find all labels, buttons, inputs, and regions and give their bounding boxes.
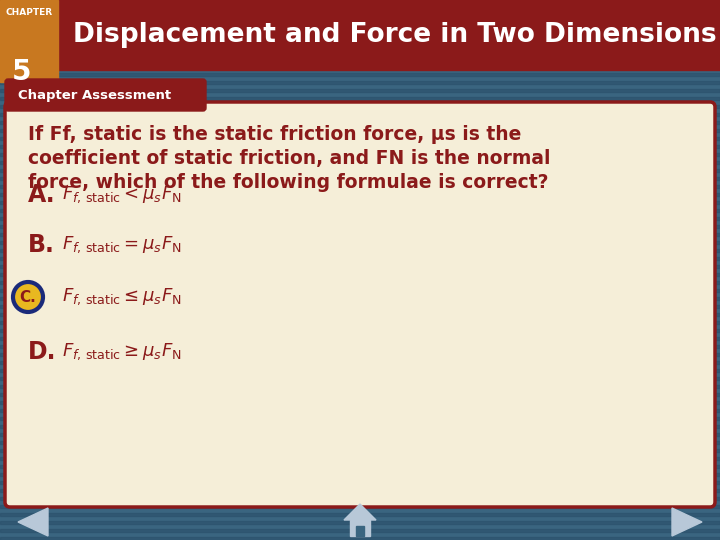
Bar <box>0 89 720 92</box>
Bar <box>0 472 720 476</box>
Bar <box>0 336 720 340</box>
Bar <box>0 129 720 132</box>
Text: force, which of the following formulae is correct?: force, which of the following formulae i… <box>28 173 549 192</box>
Bar <box>0 529 720 532</box>
Bar <box>0 313 720 316</box>
Bar <box>350 520 370 536</box>
Text: A.: A. <box>28 183 55 207</box>
Bar <box>0 449 720 452</box>
Polygon shape <box>18 508 48 536</box>
Bar <box>0 296 720 300</box>
Bar <box>0 464 720 468</box>
Text: $F_{f,\,\mathrm{static}} = \mu_s F_{\mathrm{N}}$: $F_{f,\,\mathrm{static}} = \mu_s F_{\mat… <box>62 235 181 255</box>
Bar <box>0 200 720 204</box>
Bar <box>0 240 720 244</box>
Bar <box>0 481 720 484</box>
Bar <box>0 368 720 372</box>
Bar <box>0 217 720 220</box>
Bar <box>0 416 720 420</box>
Bar <box>0 40 720 44</box>
Bar <box>0 496 720 500</box>
FancyBboxPatch shape <box>5 79 206 111</box>
Bar <box>0 321 720 324</box>
Bar <box>0 225 720 228</box>
Bar <box>0 504 720 508</box>
Text: $F_{f,\,\mathrm{static}} < \mu_s F_{\mathrm{N}}$: $F_{f,\,\mathrm{static}} < \mu_s F_{\mat… <box>62 185 181 205</box>
Bar <box>0 248 720 252</box>
Text: $F_{f,\,\mathrm{static}} \geq \mu_s F_{\mathrm{N}}$: $F_{f,\,\mathrm{static}} \geq \mu_s F_{\… <box>62 342 181 362</box>
Bar <box>0 17 720 20</box>
Bar <box>0 192 720 196</box>
Bar <box>0 137 720 140</box>
Bar <box>0 376 720 380</box>
Text: Displacement and Force in Two Dimensions: Displacement and Force in Two Dimensions <box>73 22 717 48</box>
Bar <box>0 9 720 12</box>
Bar <box>0 424 720 428</box>
Bar <box>0 441 720 444</box>
Bar <box>0 0 58 70</box>
Text: $F_{f,\,\mathrm{static}} \leq \mu_s F_{\mathrm{N}}$: $F_{f,\,\mathrm{static}} \leq \mu_s F_{\… <box>62 287 181 307</box>
Bar <box>0 256 720 260</box>
Bar <box>0 1 720 4</box>
Bar <box>0 512 720 516</box>
Text: Chapter Assessment: Chapter Assessment <box>18 89 171 102</box>
Bar <box>0 145 720 148</box>
Bar <box>0 353 720 356</box>
Bar <box>0 24 720 28</box>
Bar <box>0 208 720 212</box>
Bar <box>0 57 720 60</box>
Polygon shape <box>344 504 376 520</box>
Polygon shape <box>672 508 702 536</box>
Text: C.: C. <box>19 289 37 305</box>
Bar <box>0 288 720 292</box>
Text: If Ff, static is the static friction force, μs is the: If Ff, static is the static friction for… <box>28 125 521 144</box>
Bar <box>0 233 720 236</box>
Bar <box>0 185 720 188</box>
Bar <box>356 526 364 536</box>
Bar <box>0 265 720 268</box>
Bar <box>0 345 720 348</box>
Bar <box>0 537 720 540</box>
Bar <box>0 49 720 52</box>
Bar <box>0 152 720 156</box>
Bar <box>0 168 720 172</box>
Bar <box>0 273 720 276</box>
Bar <box>0 112 720 116</box>
Text: coefficient of static friction, and FN is the normal: coefficient of static friction, and FN i… <box>28 149 551 168</box>
Bar <box>0 393 720 396</box>
Bar <box>0 72 720 76</box>
Bar <box>0 384 720 388</box>
Bar <box>0 401 720 404</box>
Bar <box>0 32 720 36</box>
Bar <box>0 80 720 84</box>
Bar <box>0 70 58 82</box>
Bar <box>0 408 720 412</box>
Bar <box>0 361 720 364</box>
Bar <box>0 64 720 68</box>
Bar <box>0 305 720 308</box>
Bar <box>0 177 720 180</box>
FancyBboxPatch shape <box>5 102 715 507</box>
Bar <box>0 0 720 70</box>
Text: CHAPTER: CHAPTER <box>6 8 53 17</box>
Bar <box>0 328 720 332</box>
Bar <box>0 160 720 164</box>
Bar <box>0 120 720 124</box>
Text: 5: 5 <box>12 58 32 86</box>
Bar <box>0 97 720 100</box>
Bar <box>0 433 720 436</box>
Text: B.: B. <box>28 233 55 257</box>
Bar <box>0 489 720 492</box>
Bar <box>0 105 720 108</box>
Text: D.: D. <box>28 340 56 364</box>
Bar <box>0 456 720 460</box>
Bar <box>0 280 720 284</box>
Bar <box>0 521 720 524</box>
Circle shape <box>13 282 43 312</box>
